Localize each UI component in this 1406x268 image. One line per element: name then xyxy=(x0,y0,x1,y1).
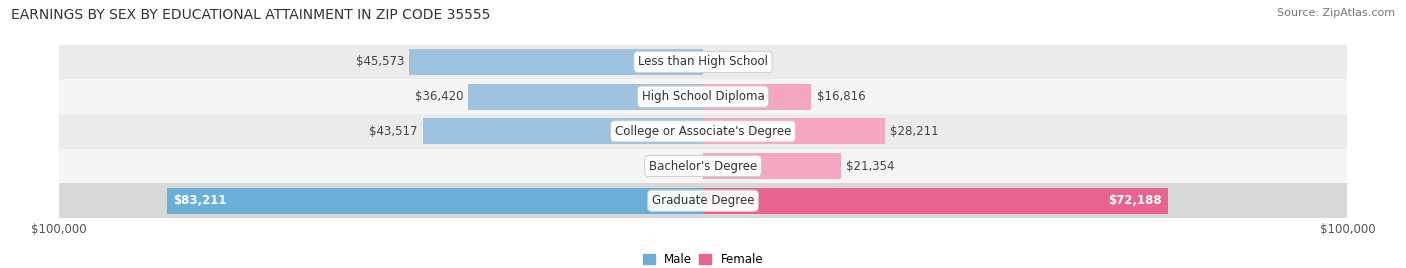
Bar xyxy=(59,114,1347,149)
Text: Less than High School: Less than High School xyxy=(638,55,768,68)
Text: Bachelor's Degree: Bachelor's Degree xyxy=(650,159,756,173)
Text: $21,354: $21,354 xyxy=(846,159,894,173)
Bar xyxy=(167,188,703,214)
Text: $45,573: $45,573 xyxy=(356,55,404,68)
Text: $16,816: $16,816 xyxy=(817,90,865,103)
Bar xyxy=(423,118,703,144)
Text: $0: $0 xyxy=(683,159,697,173)
Bar xyxy=(703,84,811,110)
Bar xyxy=(59,149,1347,183)
Text: College or Associate's Degree: College or Associate's Degree xyxy=(614,125,792,138)
Text: Source: ZipAtlas.com: Source: ZipAtlas.com xyxy=(1277,8,1395,18)
Text: Graduate Degree: Graduate Degree xyxy=(652,194,754,207)
Bar xyxy=(703,188,1168,214)
Bar xyxy=(468,84,703,110)
Text: EARNINGS BY SEX BY EDUCATIONAL ATTAINMENT IN ZIP CODE 35555: EARNINGS BY SEX BY EDUCATIONAL ATTAINMEN… xyxy=(11,8,491,22)
Text: $28,211: $28,211 xyxy=(890,125,939,138)
Text: $83,211: $83,211 xyxy=(173,194,226,207)
Bar xyxy=(59,44,1347,79)
Legend: Male, Female: Male, Female xyxy=(638,248,768,268)
Bar xyxy=(59,183,1347,218)
Text: $72,188: $72,188 xyxy=(1108,194,1161,207)
Text: $43,517: $43,517 xyxy=(368,125,418,138)
Text: $36,420: $36,420 xyxy=(415,90,463,103)
Bar xyxy=(409,49,703,75)
Bar xyxy=(703,153,841,179)
Text: High School Diploma: High School Diploma xyxy=(641,90,765,103)
Text: $0: $0 xyxy=(709,55,723,68)
Bar xyxy=(703,118,884,144)
Bar xyxy=(59,79,1347,114)
